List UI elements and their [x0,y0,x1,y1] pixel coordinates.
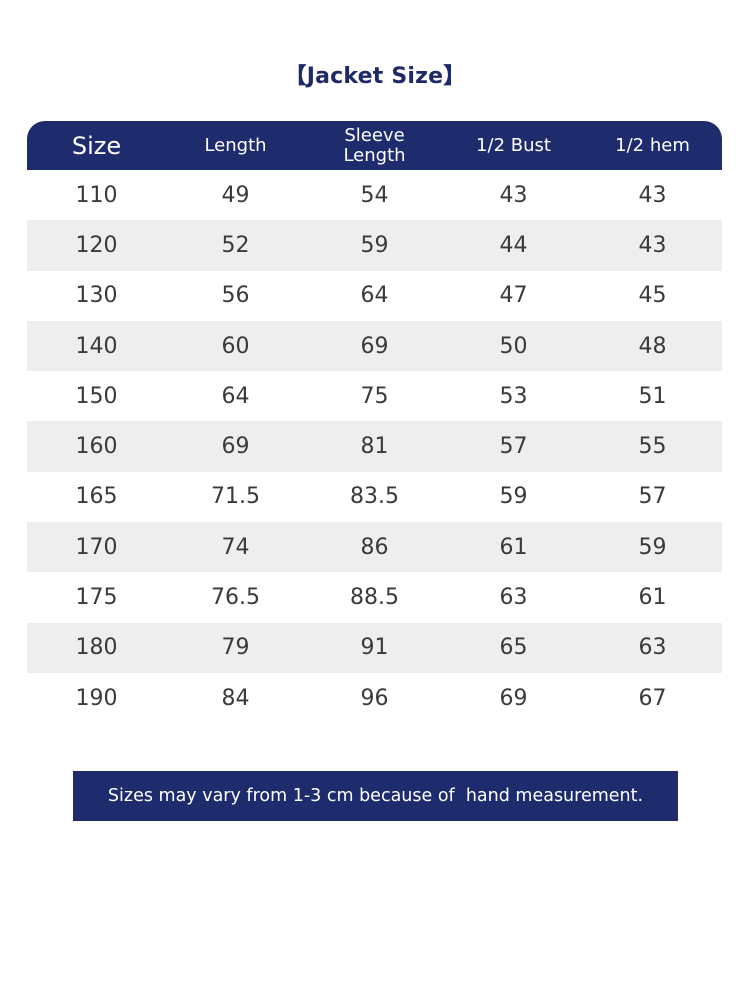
cell-size: 180 [75,635,118,661]
cell-half-hem: 48 [638,333,667,359]
cell-half-bust: 43 [499,182,528,208]
cell-sleeve-length: 64 [360,283,389,309]
cell-length: 84 [221,685,250,711]
cell-sleeve-length: 54 [360,182,389,208]
cell-half-hem: 67 [638,685,667,711]
cell-size: 150 [75,383,118,409]
cell-half-bust: 53 [499,383,528,409]
cell-length: 49 [221,182,250,208]
cell-half-bust: 50 [499,333,528,359]
cell-length: 76.5 [211,585,260,611]
cell-sleeve-length: 91 [360,635,389,661]
cell-half-bust: 69 [499,685,528,711]
cell-sleeve-length: 81 [360,434,389,460]
table-row: 180 79 91 65 63 [27,622,722,673]
cell-half-bust: 57 [499,434,528,460]
cell-half-hem: 51 [638,383,667,409]
cell-size: 170 [75,534,118,560]
table-row: 150 64 75 53 51 [27,371,722,421]
cell-half-hem: 55 [638,434,667,460]
header-length: Length [204,134,267,156]
header-sleeve-line-2: Length [343,144,406,166]
table-row: 175 76.5 88.5 63 61 [27,572,722,622]
cell-size: 160 [75,434,118,460]
table-row: 190 84 96 69 67 [27,673,722,723]
cell-half-hem: 57 [638,484,667,510]
table-row: 165 71.5 83.5 59 57 [27,472,722,522]
cell-half-hem: 43 [638,232,667,258]
cell-size: 110 [75,182,118,208]
table-row: 160 69 81 57 55 [27,421,722,472]
page-title: 【Jacket Size】 [284,64,466,89]
cell-half-bust: 61 [499,534,528,560]
cell-length: 56 [221,283,250,309]
cell-sleeve-length: 83.5 [350,484,399,510]
table-header: Size Length Sleeve Length 1/2 Bust 1/2 h… [27,121,722,170]
cell-sleeve-length: 59 [360,232,389,258]
cell-sleeve-length: 75 [360,383,389,409]
table-row: 120 52 59 44 43 [27,220,722,271]
cell-sleeve-length: 86 [360,534,389,560]
cell-size: 190 [75,685,118,711]
cell-length: 52 [221,232,250,258]
cell-half-bust: 47 [499,283,528,309]
header-size: Size [71,131,122,160]
cell-length: 71.5 [211,484,260,510]
cell-half-bust: 63 [499,585,528,611]
table-row: 130 56 64 47 45 [27,271,722,321]
table-body: 110 49 54 43 43 120 52 59 44 43 130 56 64 47 45 140 60 69… [27,170,722,723]
cell-half-bust: 59 [499,484,528,510]
cell-sleeve-length: 69 [360,333,389,359]
cell-length: 79 [221,635,250,661]
measurement-note: Sizes may vary from 1-3 cm because of ha… [73,771,678,821]
cell-half-hem: 45 [638,283,667,309]
cell-half-hem: 63 [638,635,667,661]
cell-half-hem: 59 [638,534,667,560]
cell-length: 60 [221,333,250,359]
table-row: 170 74 86 61 59 [27,522,722,573]
header-sleeve-length: Sleeve Length [305,124,444,166]
cell-length: 64 [221,383,250,409]
size-table: Size Length Sleeve Length 1/2 Bust 1/2 h… [27,121,722,723]
header-half-hem: 1/2 hem [615,134,690,156]
cell-sleeve-length: 88.5 [350,585,399,611]
cell-length: 74 [221,534,250,560]
cell-size: 140 [75,333,118,359]
cell-size: 120 [75,232,118,258]
cell-half-bust: 65 [499,635,528,661]
cell-size: 175 [75,585,118,611]
table-row: 140 60 69 50 48 [27,320,722,372]
cell-size: 130 [75,283,118,309]
cell-size: 165 [75,484,118,510]
cell-half-hem: 43 [638,182,667,208]
header-half-bust: 1/2 Bust [476,134,551,156]
cell-half-bust: 44 [499,232,528,258]
cell-length: 69 [221,434,250,460]
cell-sleeve-length: 96 [360,685,389,711]
header-sleeve-line-1: Sleeve [344,124,405,146]
table-row: 110 49 54 43 43 [27,170,722,220]
cell-half-hem: 61 [638,585,667,611]
